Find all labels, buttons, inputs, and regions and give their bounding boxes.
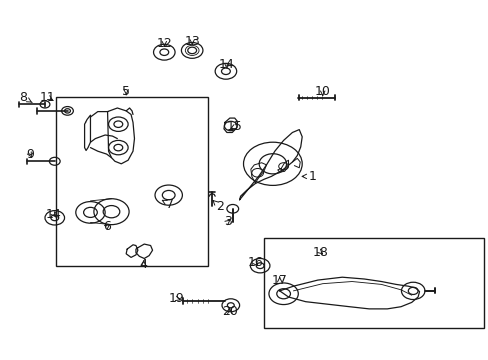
Text: 18: 18: [312, 246, 327, 258]
Text: 14: 14: [219, 58, 234, 71]
Text: 8: 8: [19, 91, 32, 104]
Text: 3: 3: [224, 215, 231, 228]
Text: 2: 2: [212, 201, 224, 213]
Text: 14: 14: [46, 208, 61, 221]
Text: 1: 1: [302, 170, 316, 183]
Text: 7: 7: [162, 198, 174, 211]
Bar: [264, 238, 483, 328]
Text: 15: 15: [226, 120, 242, 133]
Text: 5: 5: [122, 85, 130, 98]
Text: 13: 13: [184, 35, 200, 48]
Bar: [56, 97, 207, 266]
Text: 9: 9: [26, 148, 34, 161]
Text: 4: 4: [140, 258, 147, 271]
Text: 17: 17: [271, 274, 287, 287]
Text: 10: 10: [314, 85, 330, 98]
Text: 20: 20: [222, 305, 237, 318]
Text: 12: 12: [156, 37, 172, 50]
Text: 6: 6: [102, 220, 110, 233]
Text: 19: 19: [169, 292, 184, 305]
Text: 11: 11: [40, 91, 56, 104]
Text: 16: 16: [247, 256, 263, 269]
